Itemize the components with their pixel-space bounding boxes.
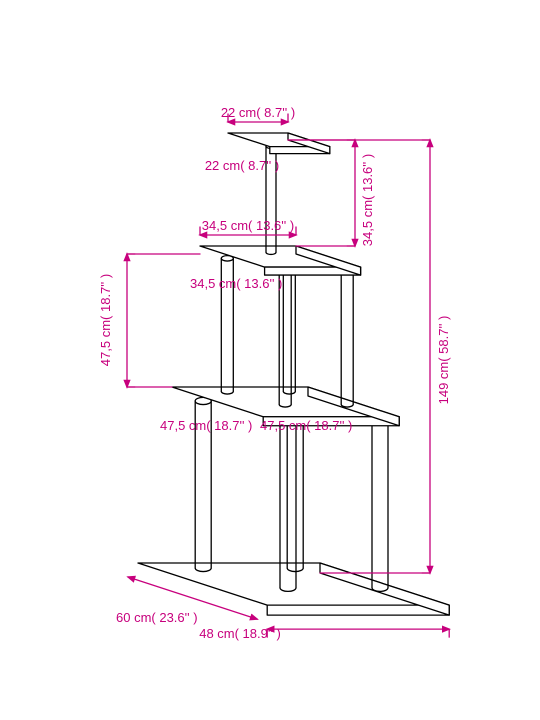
- dim-base-width: 48 cm( 18.9'' ): [199, 626, 281, 641]
- dim-mid-depth: 34,5 cm( 13.6'' ): [190, 276, 282, 291]
- dim-lower-width: 47,5 cm( 18.7'' ): [260, 418, 352, 433]
- dim-seg-top: 34,5 cm( 13.6'' ): [360, 154, 375, 246]
- dim-base-depth: 60 cm( 23.6'' ): [116, 610, 198, 625]
- dim-total-height: 149 cm( 58.7'' ): [436, 316, 451, 405]
- dim-seg-mid: 47,5 cm( 18.7'' ): [98, 274, 113, 366]
- dim-top-depth: 22 cm( 8.7'' ): [205, 158, 279, 173]
- dim-mid-width: 34,5 cm( 13.6'' ): [202, 218, 294, 233]
- dim-lower-depth: 47,5 cm( 18.7'' ): [160, 418, 252, 433]
- dim-top-width: 22 cm( 8.7'' ): [221, 105, 295, 120]
